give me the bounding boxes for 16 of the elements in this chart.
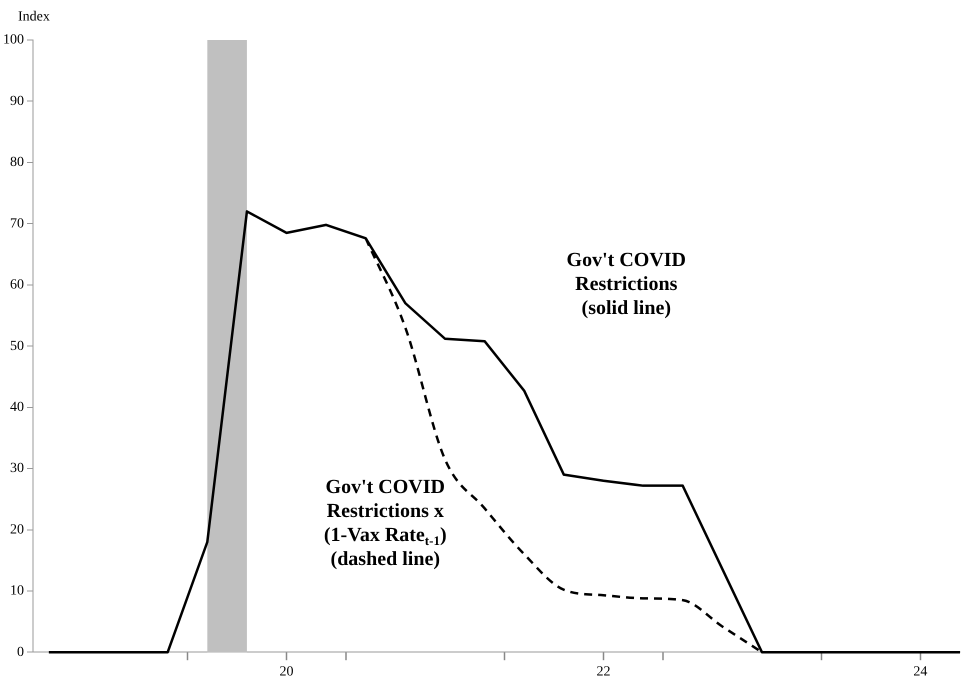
y-tick-label: 40 <box>10 400 24 415</box>
y-tick-label: 10 <box>10 584 24 599</box>
y-axis-title: Index <box>18 10 50 25</box>
y-tick-label: 80 <box>10 155 24 170</box>
x-tick-label: 20 <box>280 664 294 680</box>
y-tick-label: 20 <box>10 522 24 538</box>
y-tick-label: 50 <box>10 338 24 354</box>
y-tick-label: 90 <box>10 94 24 109</box>
y-tick-label: 30 <box>10 461 24 476</box>
y-tick-label: 70 <box>10 216 24 232</box>
annotation: Gov't COVID Restrictions (solid line) <box>566 249 686 320</box>
y-tick-label: 0 <box>17 644 24 660</box>
x-tick-label: 22 <box>596 664 610 680</box>
x-tick-label: 24 <box>913 664 928 680</box>
y-tick-label: 60 <box>10 278 24 293</box>
y-tick-label: 100 <box>3 32 24 48</box>
